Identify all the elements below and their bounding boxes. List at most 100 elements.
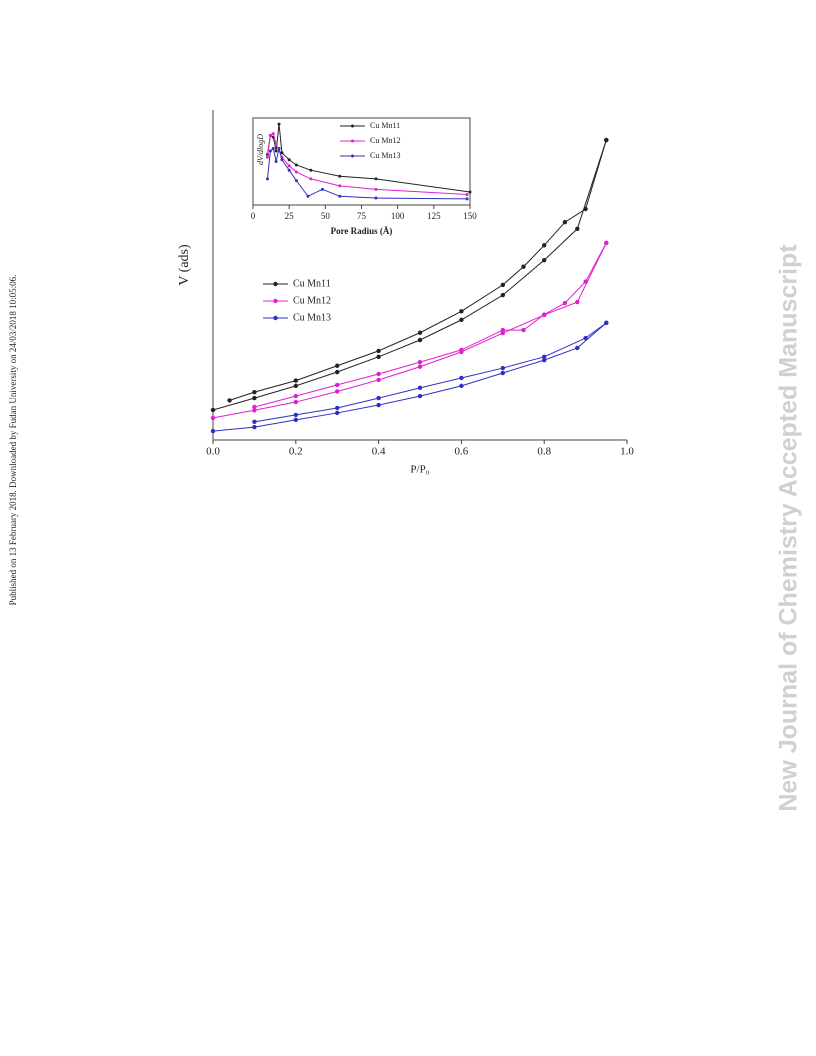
series-line xyxy=(254,322,607,423)
data-point xyxy=(338,184,342,188)
data-point xyxy=(252,395,257,401)
data-point xyxy=(335,369,340,375)
series-line xyxy=(229,139,607,401)
legend-marker xyxy=(351,154,354,158)
data-point xyxy=(604,240,609,246)
data-point xyxy=(575,226,580,231)
data-point xyxy=(459,383,464,389)
data-point xyxy=(459,317,464,323)
data-point xyxy=(280,151,284,155)
data-point xyxy=(417,337,423,343)
series-line xyxy=(254,242,607,408)
series-line xyxy=(212,322,607,432)
data-point xyxy=(521,264,526,269)
x-tick-label: 0 xyxy=(251,211,256,221)
data-point xyxy=(465,193,469,197)
x-axis-label: P/P₀ xyxy=(410,464,429,476)
legend-label: Cu Mn12 xyxy=(370,136,400,145)
data-point xyxy=(459,309,464,314)
data-point xyxy=(293,412,298,418)
data-point xyxy=(500,282,505,288)
data-point xyxy=(604,320,609,326)
data-point xyxy=(265,177,269,181)
data-point xyxy=(583,335,588,341)
data-point xyxy=(265,155,269,159)
x-tick-label: 25 xyxy=(285,211,295,221)
data-point xyxy=(376,402,381,408)
data-point xyxy=(459,375,464,381)
legend-label: Cu Mn13 xyxy=(293,312,331,323)
data-point xyxy=(376,395,381,401)
legend-label: Cu Mn11 xyxy=(293,278,331,289)
data-point xyxy=(335,382,340,388)
legend-marker xyxy=(351,124,354,128)
data-point xyxy=(338,194,342,198)
data-point xyxy=(542,312,547,317)
side-note: Published on 13 February 2018. Downloade… xyxy=(8,275,18,606)
data-point xyxy=(277,122,281,126)
data-point xyxy=(293,417,298,423)
data-point xyxy=(376,348,381,354)
data-point xyxy=(500,365,505,371)
x-tick-label: 0.8 xyxy=(537,446,551,458)
data-point xyxy=(521,327,526,333)
data-point xyxy=(562,300,568,306)
x-tick-label: 100 xyxy=(391,211,405,221)
data-point xyxy=(376,354,381,360)
legend-marker xyxy=(273,315,278,321)
watermark: New Journal of Chemistry Accepted Manusc… xyxy=(775,244,803,812)
data-point xyxy=(468,190,472,194)
data-point xyxy=(294,163,298,167)
data-point xyxy=(271,132,275,136)
data-point xyxy=(575,345,580,351)
data-point xyxy=(268,133,272,137)
y-axis-label: V (ads) xyxy=(177,244,192,286)
legend-label: Cu Mn12 xyxy=(293,295,331,306)
data-point xyxy=(274,142,278,146)
x-axis-label: Pore Radius (Å) xyxy=(331,226,393,236)
data-point xyxy=(306,194,310,198)
data-point xyxy=(227,398,232,403)
x-tick-label: 0.4 xyxy=(372,446,386,458)
x-tick-label: 1.0 xyxy=(620,446,634,458)
data-point xyxy=(583,279,588,284)
series-line xyxy=(212,139,607,411)
data-point xyxy=(287,168,291,172)
x-tick-label: 0.0 xyxy=(206,446,220,458)
data-point xyxy=(277,146,281,150)
data-point xyxy=(459,347,464,353)
data-point xyxy=(287,158,291,162)
legend-marker xyxy=(351,139,354,143)
data-point xyxy=(335,410,340,416)
data-point xyxy=(309,168,313,172)
x-tick-label: 75 xyxy=(357,211,367,221)
data-point xyxy=(287,164,291,168)
data-point xyxy=(376,377,381,383)
series-line xyxy=(212,242,607,419)
data-point xyxy=(335,389,340,394)
legend-marker xyxy=(273,298,278,304)
data-point xyxy=(280,158,284,162)
x-tick-label: 150 xyxy=(463,211,477,221)
data-point xyxy=(542,357,547,363)
data-point xyxy=(575,299,580,305)
data-point xyxy=(417,359,423,365)
data-point xyxy=(417,385,423,391)
data-point xyxy=(335,405,340,411)
data-point xyxy=(500,327,505,333)
data-point xyxy=(374,187,378,191)
data-point xyxy=(374,177,378,181)
data-point xyxy=(271,146,275,150)
series-line xyxy=(266,147,468,200)
data-point xyxy=(338,174,342,178)
data-point xyxy=(293,393,298,399)
data-point xyxy=(274,160,278,163)
data-point xyxy=(604,137,609,143)
data-point xyxy=(500,370,505,376)
data-point xyxy=(252,404,257,410)
data-point xyxy=(465,197,469,201)
data-point xyxy=(252,424,257,430)
data-point xyxy=(417,393,423,399)
